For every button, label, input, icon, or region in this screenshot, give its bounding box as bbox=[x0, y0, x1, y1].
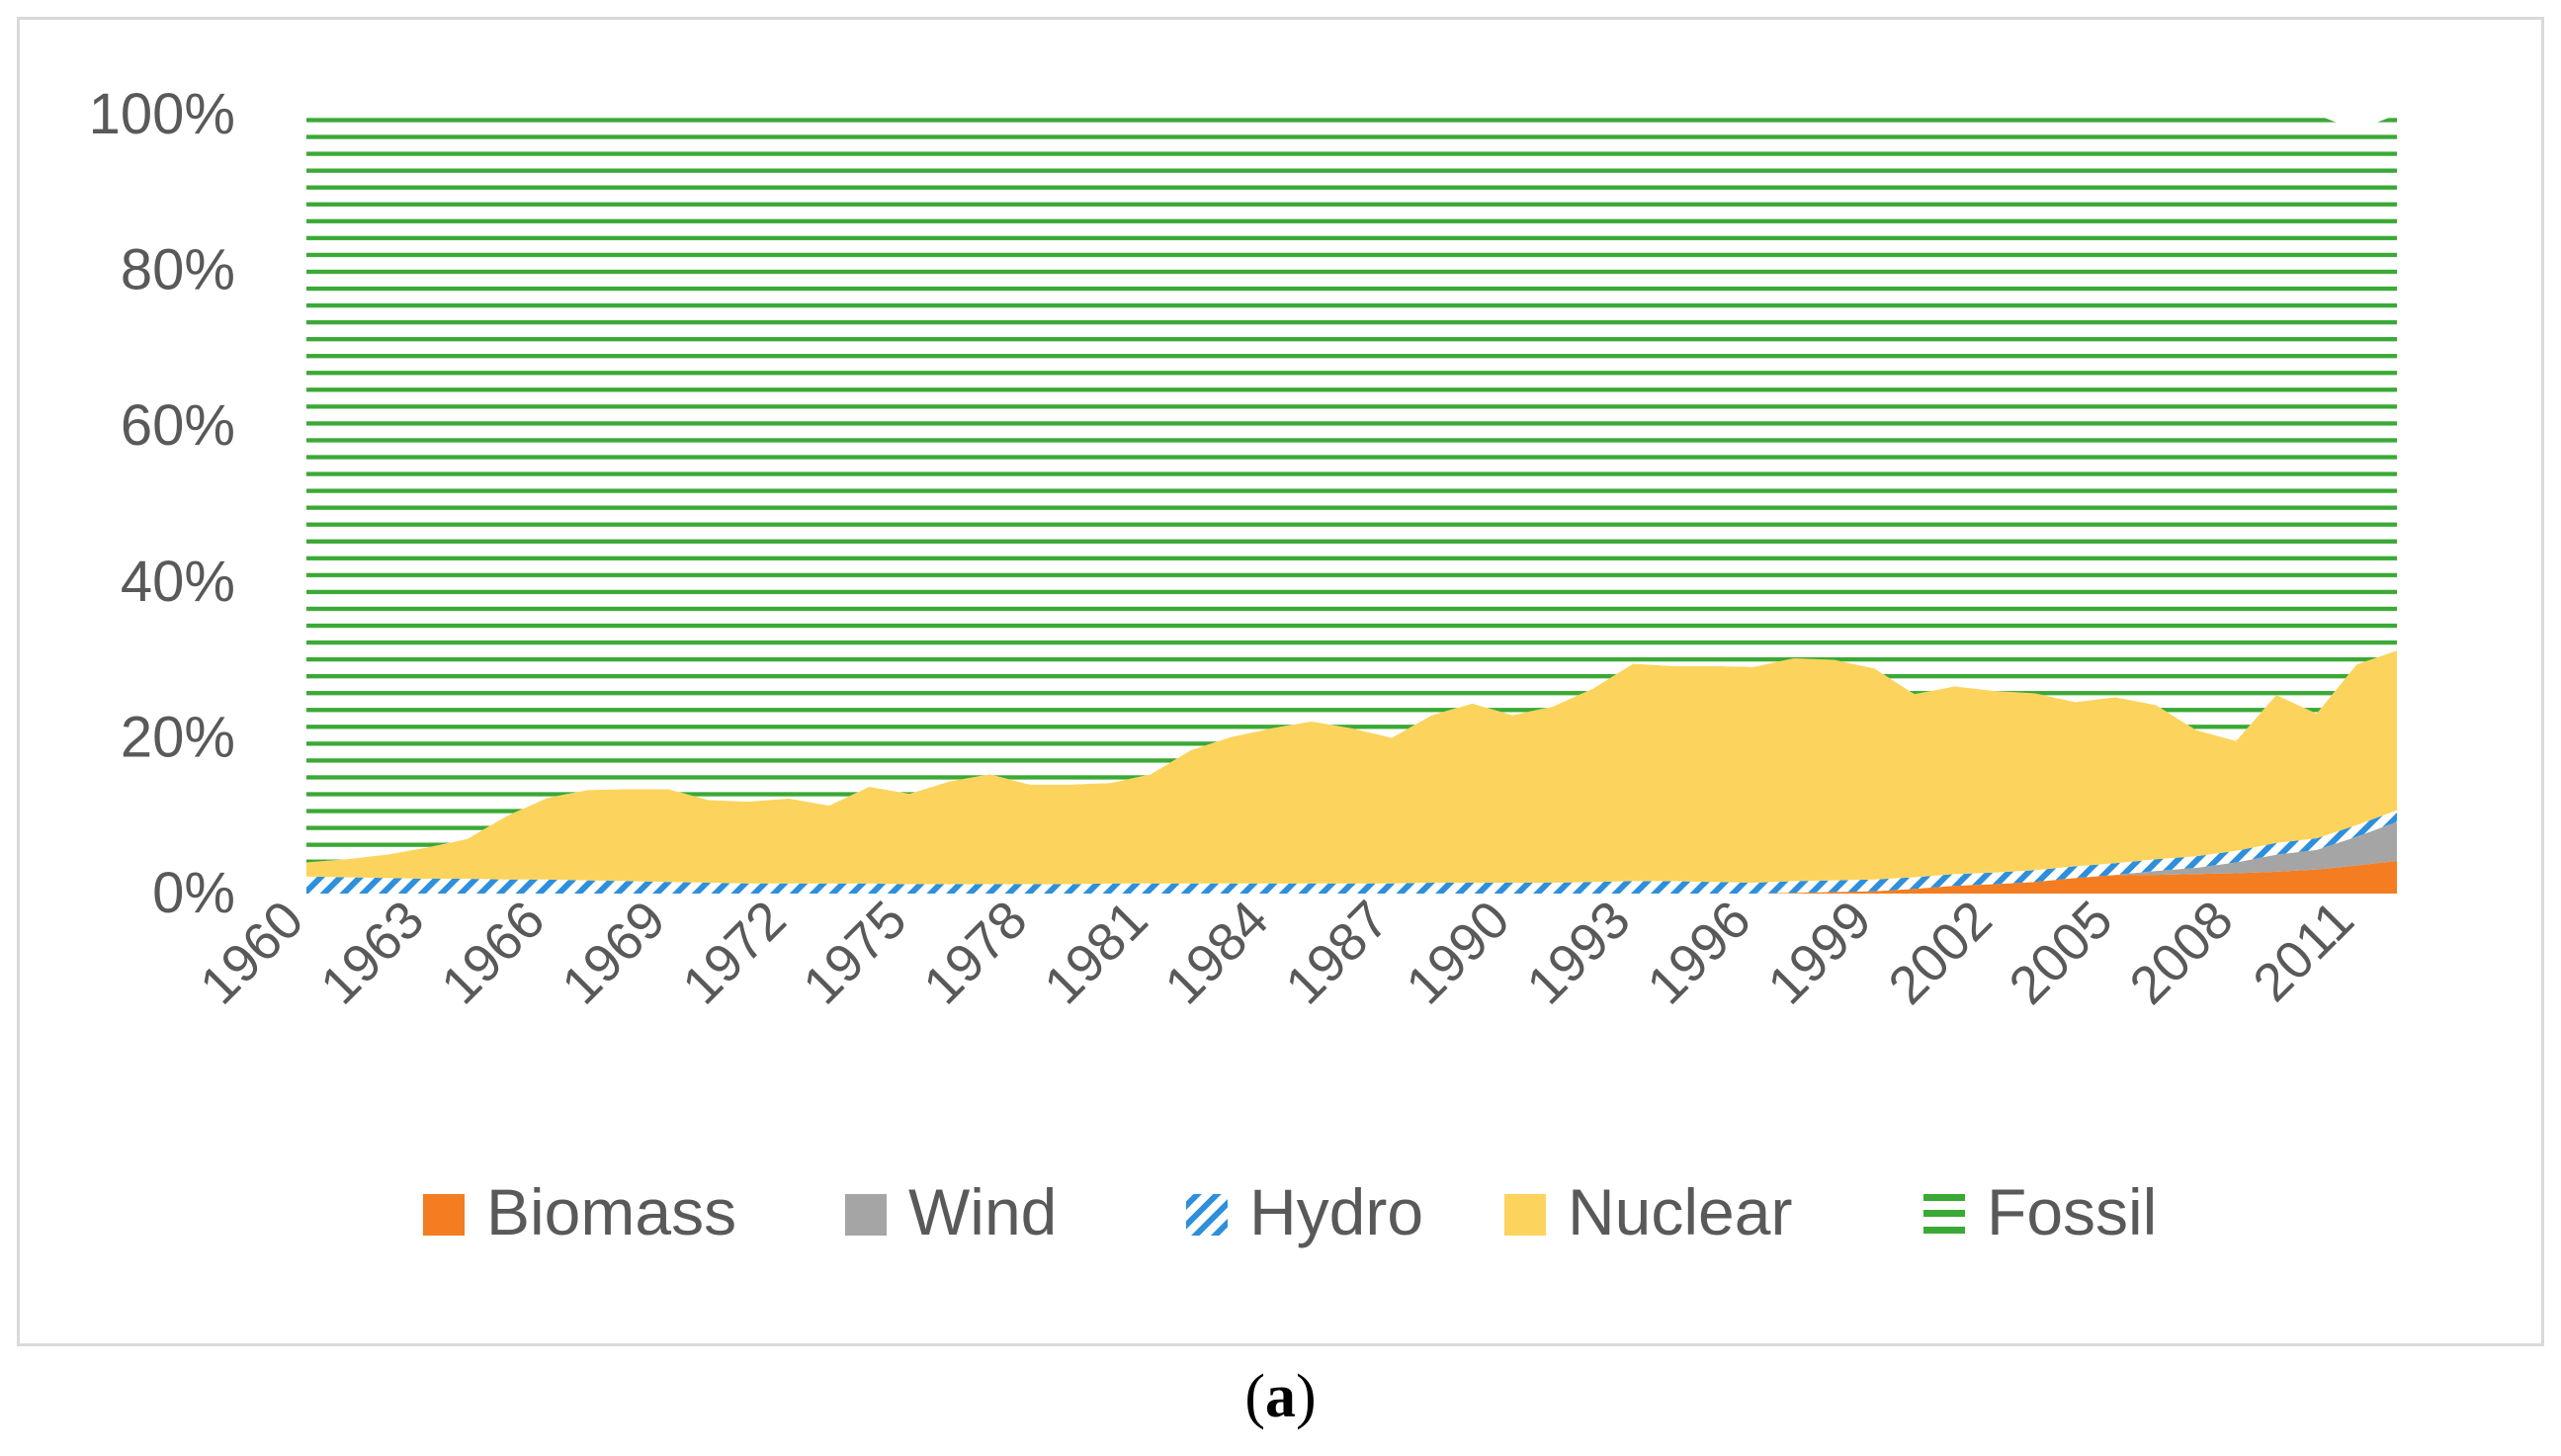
x-tick-label: 1990 bbox=[1395, 890, 1520, 1015]
x-tick-label: 1963 bbox=[309, 890, 435, 1015]
chart-area bbox=[17, 17, 2544, 1346]
area-series-biomass bbox=[306, 860, 2397, 894]
x-tick-label: 1975 bbox=[792, 890, 917, 1015]
legend-swatch bbox=[1923, 1194, 1965, 1201]
y-tick-label: 0% bbox=[152, 861, 235, 925]
legend-swatch bbox=[845, 1194, 887, 1236]
x-tick-label: 1999 bbox=[1756, 890, 1882, 1015]
legend-label: Biomass bbox=[486, 1175, 736, 1248]
x-tick-label: 1987 bbox=[1274, 890, 1400, 1015]
x-tick-label: 2008 bbox=[2118, 890, 2244, 1015]
area-series-nuclear bbox=[306, 650, 2397, 885]
y-tick-label: 40% bbox=[121, 550, 235, 614]
chart-svg: 0% 20% 40% 60% 80% 100% 196019631966196919721… bbox=[89, 82, 2397, 1248]
legend-item-hydro: Hydro bbox=[1186, 1175, 1423, 1248]
x-tick-label: 1993 bbox=[1515, 890, 1641, 1015]
x-tick-label: 2002 bbox=[1877, 890, 2003, 1015]
area-series-fossil bbox=[306, 115, 2397, 863]
y-tick-label: 60% bbox=[121, 393, 235, 458]
legend-swatch bbox=[1504, 1194, 1546, 1236]
legend-item-nuclear: Nuclear bbox=[1504, 1175, 1792, 1248]
legend-swatch bbox=[423, 1194, 465, 1236]
x-tick-label: 1978 bbox=[912, 890, 1038, 1015]
legend-swatch bbox=[1923, 1210, 1965, 1217]
figure-caption: (a) bbox=[0, 1362, 2561, 1432]
plot-area bbox=[306, 115, 2397, 894]
legend-label: Fossil bbox=[1987, 1175, 2157, 1248]
x-tick-label: 1981 bbox=[1033, 890, 1158, 1015]
caption-open-paren: ( bbox=[1244, 1363, 1265, 1430]
legend-swatch bbox=[1923, 1227, 1965, 1234]
x-tick-label: 1966 bbox=[430, 890, 555, 1015]
x-axis: 1960196319661969197219751978198119841987… bbox=[189, 890, 2365, 1015]
x-tick-label: 2011 bbox=[2242, 890, 2365, 1013]
legend: Biomass Wind Hydro Nuclear Fossil bbox=[423, 1175, 2157, 1248]
legend-label: Hydro bbox=[1249, 1175, 1423, 1248]
legend-label: Nuclear bbox=[1568, 1175, 1792, 1248]
y-tick-label: 20% bbox=[121, 705, 235, 769]
x-tick-label: 1972 bbox=[671, 890, 797, 1015]
legend-swatch bbox=[1186, 1194, 1228, 1236]
legend-item-fossil: Fossil bbox=[1923, 1175, 2157, 1248]
legend-label: Wind bbox=[908, 1175, 1057, 1248]
legend-item-wind: Wind bbox=[845, 1175, 1057, 1248]
area-series-hydro bbox=[306, 810, 2397, 894]
caption-letter: a bbox=[1265, 1363, 1296, 1430]
caption-close-paren: ) bbox=[1296, 1363, 1317, 1430]
y-axis: 0% 20% 40% 60% 80% 100% bbox=[89, 82, 235, 925]
x-tick-label: 1984 bbox=[1153, 890, 1279, 1015]
x-tick-label: 1996 bbox=[1636, 890, 1761, 1015]
y-tick-label: 80% bbox=[121, 238, 235, 302]
legend-item-biomass: Biomass bbox=[423, 1175, 736, 1248]
x-tick-label: 2005 bbox=[1998, 890, 2123, 1015]
x-tick-label: 1969 bbox=[551, 890, 676, 1015]
y-tick-label: 100% bbox=[89, 82, 235, 146]
